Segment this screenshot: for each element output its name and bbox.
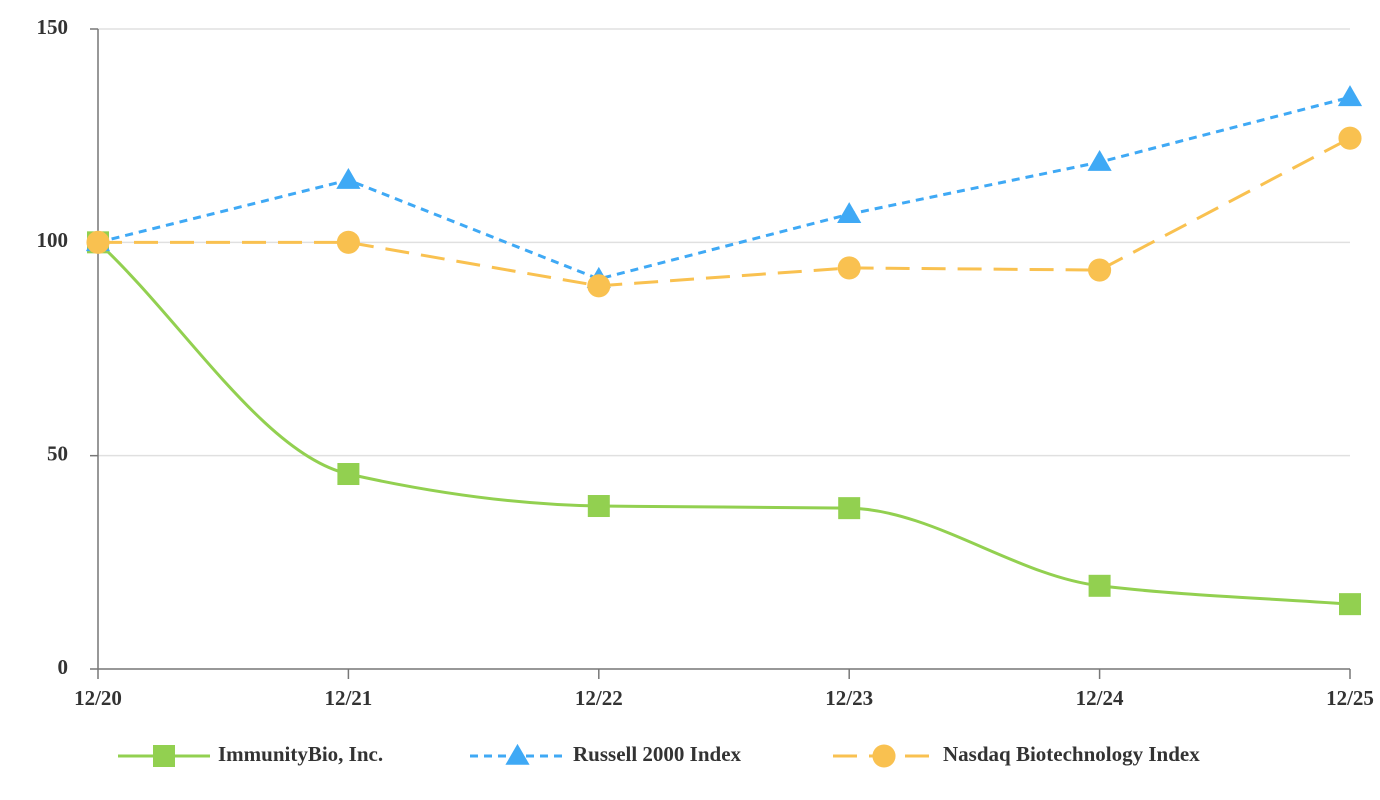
y-tick-label: 150 <box>37 15 69 39</box>
legend-label: Russell 2000 Index <box>573 742 742 766</box>
x-tick-label: 12/23 <box>825 686 873 710</box>
marker <box>336 167 361 189</box>
marker <box>1088 574 1111 597</box>
marker <box>86 230 110 254</box>
marker <box>838 497 861 520</box>
marker <box>1338 126 1362 150</box>
marker <box>505 743 530 765</box>
marker <box>336 230 360 254</box>
series-line <box>97 95 1351 281</box>
marker <box>587 274 611 298</box>
y-tick-label: 0 <box>58 655 69 679</box>
x-tick-label: 12/25 <box>1326 686 1374 710</box>
marker <box>1337 85 1363 107</box>
marker <box>337 463 360 486</box>
marker <box>1339 593 1361 616</box>
x-tick-label: 12/22 <box>575 686 623 710</box>
marker <box>587 495 610 518</box>
series-line <box>96 241 1351 606</box>
marker <box>1087 150 1112 171</box>
legend-label: ImmunityBio, Inc. <box>218 742 383 766</box>
x-tick-label: 12/21 <box>324 686 372 710</box>
y-tick-label: 50 <box>47 441 68 465</box>
y-tick-label: 100 <box>37 228 69 252</box>
x-tick-label: 12/20 <box>74 686 122 710</box>
marker <box>872 744 896 768</box>
marker <box>837 202 862 223</box>
marker <box>1088 258 1112 282</box>
x-tick-label: 12/24 <box>1076 686 1124 710</box>
series-line <box>98 136 1351 288</box>
marker <box>153 745 175 767</box>
legend-label: Nasdaq Biotechnology Index <box>943 742 1200 766</box>
marker <box>837 256 861 280</box>
